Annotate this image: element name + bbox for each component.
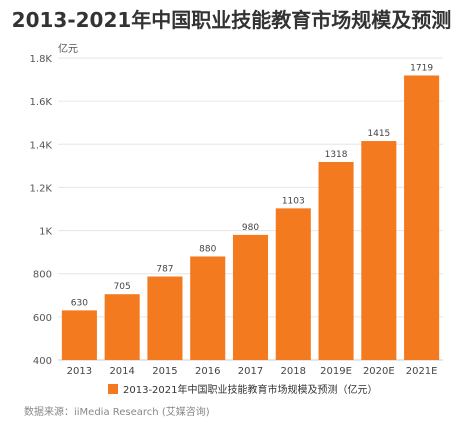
- legend-label: 2013-2021年中国职业技能教育市场规模及预测（亿元）: [123, 385, 378, 396]
- data-label-2021E: 1719: [410, 63, 433, 73]
- x-tick-label: 2018: [281, 366, 306, 377]
- bar-2013: [61, 310, 97, 360]
- y-tick-label: 1.6K: [30, 97, 53, 108]
- data-label-2020E: 1415: [367, 129, 390, 139]
- data-label-2016: 880: [199, 244, 216, 254]
- x-tick-label: 2013: [67, 366, 92, 377]
- x-tick-label: 2017: [238, 366, 263, 377]
- bar-2017: [232, 234, 269, 360]
- x-tick-label: 2021E: [406, 366, 438, 377]
- y-tick-label: 1.8K: [30, 54, 53, 65]
- axes: 亿元 400 600 800 1K 1.2K 1.4K 1.6K 1.8K 2013 2014 201…: [30, 42, 443, 377]
- x-tick-label: 2019E: [320, 366, 352, 377]
- y-tick-label: 1K: [39, 227, 52, 238]
- chart-title: 2013-2021年中国职业技能教育市场规模及预测: [11, 8, 452, 32]
- data-label-2015: 787: [156, 265, 173, 275]
- bar-2015: [147, 276, 183, 360]
- data-label-2018: 1103: [282, 196, 305, 206]
- data-label-2017: 980: [242, 223, 259, 233]
- x-tick-label: 2015: [152, 366, 177, 377]
- x-tick-label: 2014: [109, 366, 134, 377]
- bars: [61, 75, 440, 361]
- data-label-2019E: 1318: [325, 150, 348, 160]
- bar-2014: [104, 294, 140, 360]
- data-label-2013: 630: [71, 298, 88, 308]
- source-note: 数据来源：iiMedia Research (艾媒咨询): [24, 407, 210, 418]
- bar-2019E: [318, 161, 354, 360]
- bar-2021E: [404, 75, 440, 361]
- x-tick-label: 2016: [195, 366, 220, 377]
- y-tick-label: 1.2K: [30, 183, 53, 194]
- bar-2016: [190, 256, 226, 360]
- y-tick-label: 600: [33, 313, 52, 324]
- legend-swatch: [108, 383, 118, 394]
- bar-2020E: [361, 141, 397, 360]
- x-tick-label: 2020E: [363, 366, 395, 377]
- bar-2018: [275, 208, 311, 360]
- legend: 2013-2021年中国职业技能教育市场规模及预测（亿元）: [108, 381, 378, 396]
- y-tick-label: 800: [33, 270, 52, 281]
- data-labels: 630 705 787 880 980 1103 1318 1415 1719: [71, 63, 434, 308]
- y-unit-label: 亿元: [58, 42, 78, 55]
- y-tick-label: 1.4K: [30, 140, 53, 151]
- data-label-2014: 705: [114, 282, 131, 292]
- y-tick-label: 400: [33, 356, 52, 367]
